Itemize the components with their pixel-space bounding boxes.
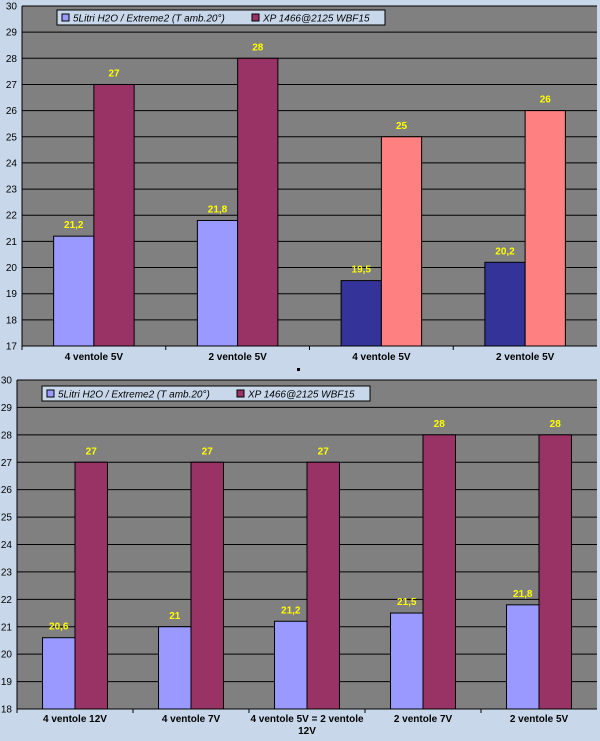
data-label: 27 [108, 68, 120, 79]
bar-series2 [380, 136, 423, 347]
y-tick-label: 24 [6, 158, 18, 169]
separator-marker [297, 368, 300, 371]
legend-box [56, 9, 386, 26]
y-tick-label: 25 [6, 132, 18, 143]
bar-series2 [237, 57, 279, 347]
bar-series2 [524, 110, 566, 347]
bar-series1 [42, 637, 76, 710]
bar-series2 [422, 434, 456, 710]
x-category-label: 4 ventole 5V = 2 ventole [250, 714, 364, 725]
y-tick-label: 18 [1, 705, 13, 716]
y-tick-label: 30 [6, 2, 18, 13]
y-tick-label: 20 [6, 263, 18, 274]
y-tick-label: 28 [1, 430, 13, 441]
chart-bottom: 18 19 20 21 22 23 24 25 26 27 28 29 30 20,6 27 4 ventol… [1, 376, 597, 737]
x-category-label: 2 ventole 5V [510, 714, 569, 725]
data-label: 20,6 [49, 622, 69, 633]
legend-swatch [236, 389, 245, 398]
y-tick-label: 26 [6, 106, 18, 117]
legend-label: 5Litri H2O / Extreme2 (T amb.20°) [58, 390, 210, 401]
y-tick-label: 18 [6, 315, 18, 326]
y-tick-label: 20 [1, 650, 13, 661]
bar-series1 [390, 612, 424, 710]
legend-label: XP 1466@2125 WBF15 [247, 390, 355, 401]
y-tick-label: 26 [1, 485, 13, 496]
legend-swatch [61, 13, 70, 22]
y-tick-label: 21 [1, 622, 13, 633]
bar-series1 [484, 261, 526, 347]
y-tick-label: 27 [6, 80, 18, 91]
data-label: 28 [252, 42, 264, 53]
legend-label: XP 1466@2125 WBF15 [262, 14, 370, 25]
data-label: 20,2 [495, 246, 515, 257]
legend-label: 5Litri H2O / Extreme2 (T amb.20°) [73, 14, 225, 25]
bar-series1 [340, 280, 382, 347]
bar-series2 [306, 461, 340, 710]
bar-series2 [74, 461, 108, 710]
bar-series1 [274, 620, 308, 710]
y-tick-label: 22 [6, 211, 18, 222]
x-category-label: 2 ventole 5V [496, 352, 555, 363]
x-category-label: 4 ventole 7V [162, 714, 221, 725]
data-label: 28 [550, 419, 562, 430]
x-category-label: 12V [298, 726, 316, 737]
data-label: 27 [86, 446, 98, 457]
y-tick-label: 29 [1, 403, 13, 414]
y-tick-label: 23 [6, 185, 18, 196]
bar-series2 [93, 83, 135, 347]
bar-series1 [53, 235, 95, 347]
x-category-label: 4 ventole 5V [65, 352, 124, 363]
y-tick-label: 17 [6, 342, 18, 353]
data-label: 27 [202, 446, 214, 457]
data-label: 25 [396, 121, 408, 132]
x-category-label: 4 ventole 12V [43, 714, 107, 725]
x-category-label: 2 ventole 7V [394, 714, 453, 725]
bar-series2 [538, 434, 572, 710]
y-tick-label: 30 [1, 376, 13, 387]
y-tick-label: 27 [1, 458, 13, 469]
data-label: 21,5 [397, 597, 417, 608]
bar-series2 [190, 461, 224, 710]
y-tick-label: 22 [1, 595, 13, 606]
y-tick-label: 19 [6, 289, 18, 300]
data-label: 26 [540, 95, 552, 106]
data-label: 21,8 [513, 589, 533, 600]
y-tick-label: 28 [6, 54, 18, 65]
bar-series1 [158, 626, 192, 710]
bar-series1 [506, 604, 540, 710]
legend-swatch [251, 13, 260, 22]
x-category-label: 2 ventole 5V [208, 352, 267, 363]
data-label: 21,8 [208, 204, 228, 215]
data-label: 27 [318, 446, 330, 457]
y-tick-label: 24 [1, 540, 13, 551]
y-tick-label: 23 [1, 567, 13, 578]
bar-series1 [196, 219, 239, 347]
data-label: 19,5 [352, 265, 372, 276]
y-tick-label: 29 [6, 28, 18, 39]
legend-box [41, 385, 371, 402]
legend-swatch [46, 389, 55, 398]
data-label: 21,2 [281, 605, 301, 616]
y-tick-label: 25 [1, 513, 13, 524]
y-tick-label: 21 [6, 237, 18, 248]
data-label: 28 [434, 419, 446, 430]
chart-top: 17 18 19 20 21 22 23 24 25 26 27 28 29 30 21,2 27 4 vent… [6, 2, 597, 363]
x-category-label: 4 ventole 5V [352, 352, 411, 363]
y-tick-label: 19 [1, 677, 13, 688]
data-label: 21 [169, 611, 181, 622]
data-label: 21,2 [64, 220, 84, 231]
